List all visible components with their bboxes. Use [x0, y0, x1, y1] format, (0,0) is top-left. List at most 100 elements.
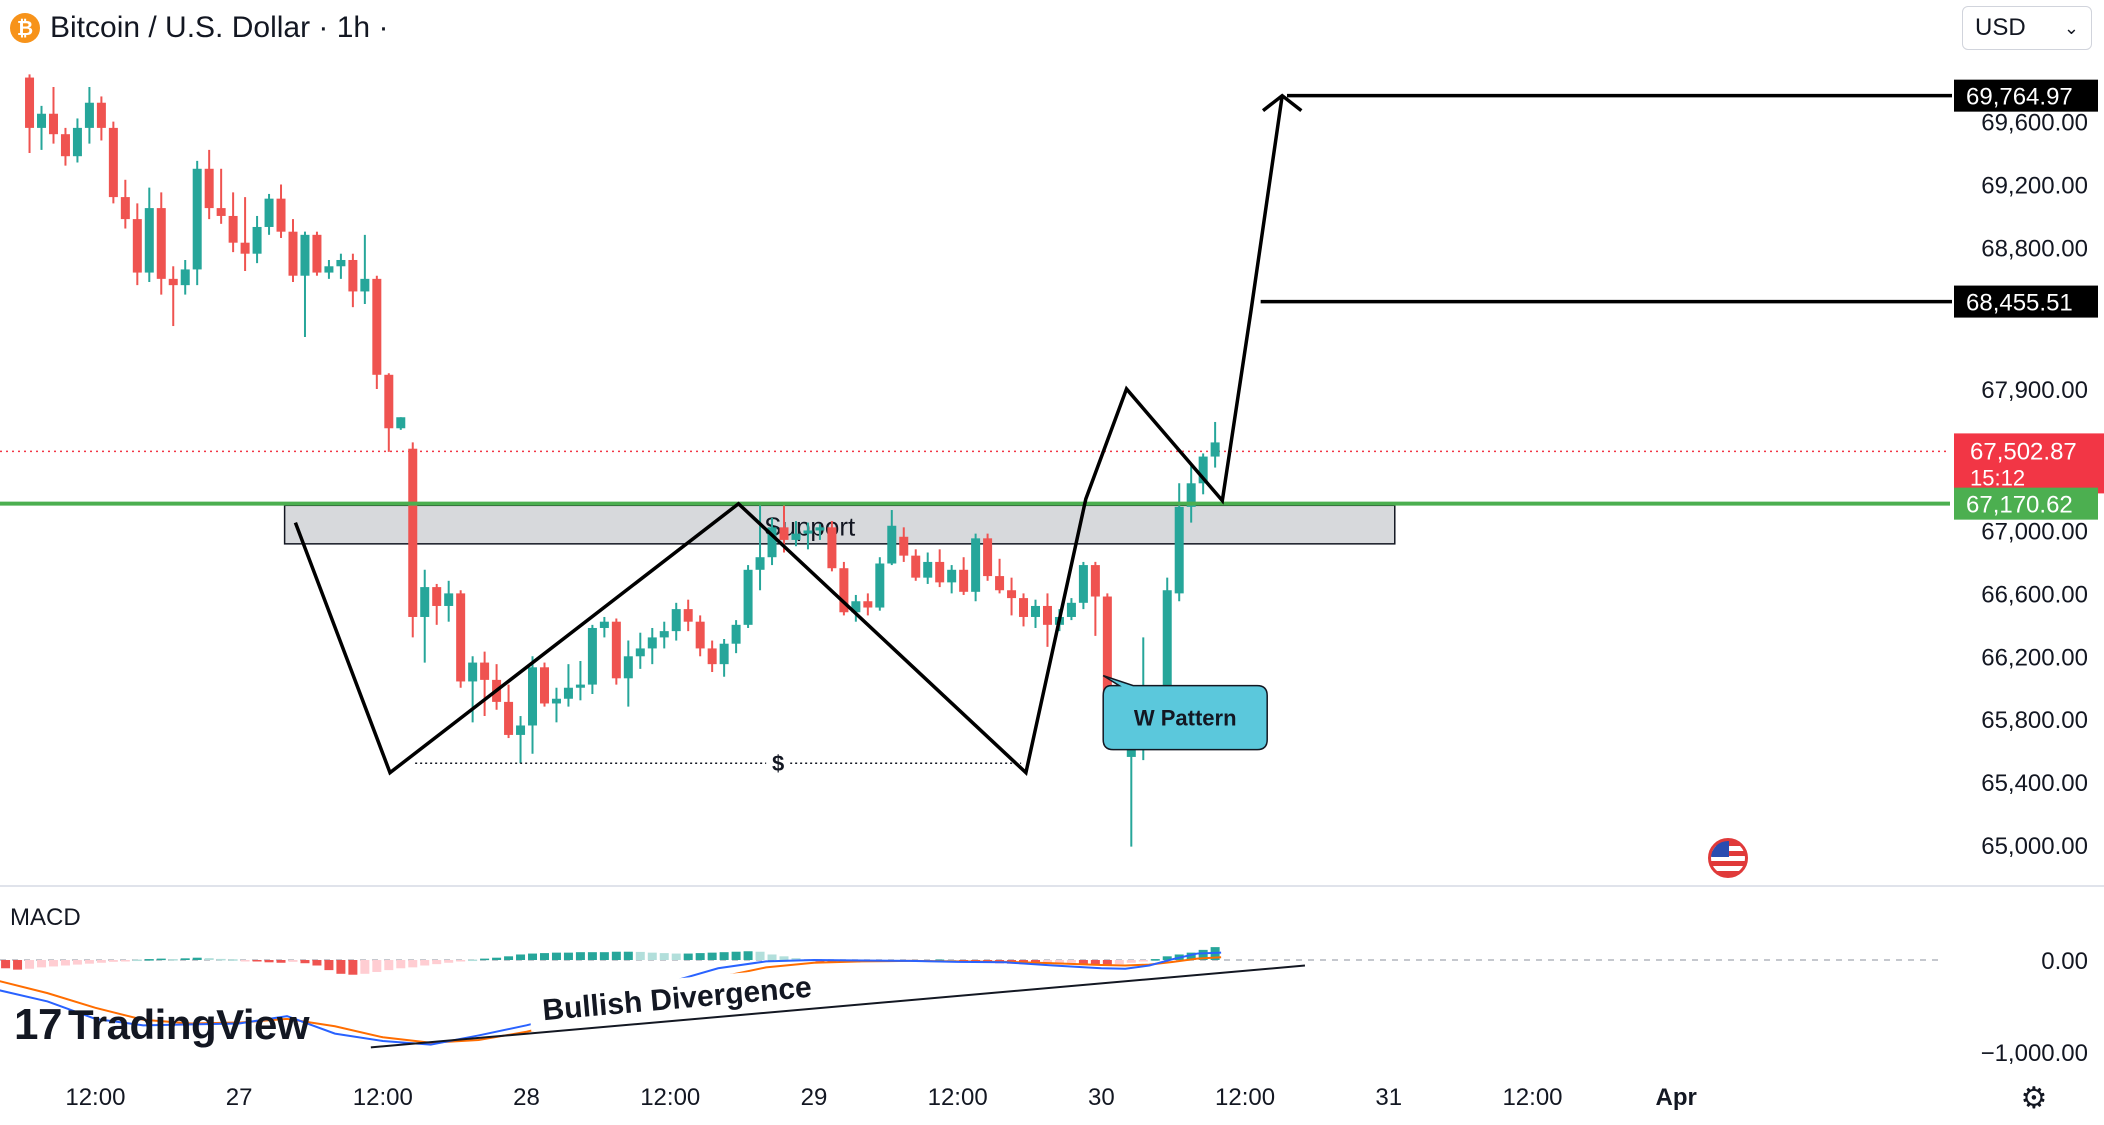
candle-body — [180, 269, 190, 286]
symbol-header[interactable]: ₿ Bitcoin / U.S. Dollar · 1h · — [10, 8, 388, 48]
candle-body — [132, 219, 142, 273]
target-arrow-head — [1261, 93, 1303, 112]
macd-histogram-bar — [336, 960, 346, 974]
last-price-tag — [1954, 433, 2104, 494]
candle-body — [1078, 565, 1088, 603]
candle-body — [971, 538, 981, 592]
macd-histogram-bar — [60, 960, 70, 966]
candle-body — [887, 525, 897, 564]
macd-histogram-bar — [1042, 960, 1052, 964]
candle-body — [312, 234, 322, 273]
bullish-divergence-line[interactable] — [370, 964, 1306, 1049]
macd-histogram-bar — [731, 951, 741, 960]
settings-icon[interactable]: ⚙ — [2020, 1080, 2048, 1116]
candle-body — [264, 198, 274, 227]
macd-histogram-bar — [264, 960, 274, 963]
macd-histogram-bar — [575, 952, 585, 960]
us-flag-icon[interactable] — [1708, 838, 1748, 878]
candle-body — [815, 527, 825, 531]
macd-histogram-bar — [384, 960, 394, 971]
candle-body — [779, 527, 789, 540]
candle-body — [252, 226, 262, 254]
candle-body — [635, 648, 645, 657]
candle-body — [1019, 598, 1029, 617]
bitcoin-icon: ₿ — [10, 13, 40, 43]
macd-histogram-bar — [1054, 960, 1064, 964]
w-pattern-path[interactable] — [293, 95, 1284, 777]
macd-histogram-bar — [372, 960, 382, 972]
candle-body — [659, 631, 669, 638]
time-axis-label: 28 — [513, 1084, 540, 1111]
macd-indicator-label[interactable]: MACD — [10, 904, 81, 931]
candle-body — [599, 621, 609, 628]
price-axis-tick: 69,200.00 — [1981, 173, 2088, 200]
bullish-divergence-label-bg — [527, 965, 827, 1032]
macd-histogram-bar — [599, 952, 609, 960]
candle-body — [671, 609, 681, 632]
candle-body — [1210, 442, 1220, 457]
candle-body — [539, 667, 549, 704]
tradingview-mark-icon: 17 — [14, 1000, 62, 1049]
macd-histogram-bar — [551, 952, 561, 960]
macd-histogram-bar — [1198, 949, 1208, 960]
candle-body — [719, 643, 729, 665]
time-axis-label: 12:00 — [1502, 1084, 1562, 1111]
candle-body — [144, 208, 154, 273]
candle-body — [456, 593, 466, 682]
candle-body — [120, 197, 130, 220]
macd-histogram-bar — [719, 952, 729, 960]
symbol-title: Bitcoin / U.S. Dollar · 1h · — [50, 11, 389, 44]
tradingview-logo[interactable]: 17 TradingView — [14, 1000, 310, 1050]
macd-histogram-bar — [84, 960, 94, 964]
candle-body — [875, 563, 885, 608]
macd-histogram-bar — [1162, 956, 1172, 960]
candle-body — [551, 698, 561, 704]
candle-body — [372, 278, 382, 375]
candle-body — [1102, 596, 1112, 723]
candle-body — [276, 198, 286, 232]
macd-histogram-bar — [1, 960, 11, 969]
candle-body — [611, 621, 621, 679]
macd-histogram-bar — [1138, 960, 1148, 962]
candle-body — [336, 259, 346, 267]
candle-body — [1066, 602, 1076, 617]
candle-body — [37, 113, 47, 128]
macd-histogram-bar — [539, 953, 549, 960]
candle-body — [899, 536, 909, 556]
candle-body — [360, 278, 370, 292]
candle-body — [959, 569, 969, 592]
macd-histogram-bar — [1114, 960, 1124, 965]
macd-axis-tick: −1,000.00 — [1981, 1040, 2088, 1067]
time-axis-label: 12:00 — [353, 1084, 413, 1111]
candle-body — [743, 569, 753, 625]
price-axis-tick: 65,000.00 — [1981, 833, 2088, 860]
macd-histogram-bar — [288, 960, 298, 962]
currency-selector[interactable]: USD ⌄ — [1962, 6, 2092, 50]
candle-body — [516, 725, 526, 735]
w-pattern-callout[interactable] — [1102, 674, 1268, 751]
candle-body — [707, 648, 717, 665]
price-axis-tick: 69,600.00 — [1981, 110, 2088, 137]
macd-histogram-bar — [767, 954, 777, 960]
candle-body — [204, 168, 214, 209]
w-pattern-callout-label: W Pattern — [1134, 706, 1237, 731]
candle-body — [575, 684, 585, 688]
candle-body — [108, 127, 118, 198]
price-axis-tick: 65,800.00 — [1981, 707, 2088, 734]
macd-histogram-bar — [671, 953, 681, 960]
price-axis-tick: 66,600.00 — [1981, 581, 2088, 608]
macd-histogram-bar — [1102, 960, 1112, 966]
macd-histogram-bar — [1078, 960, 1088, 964]
candle-body — [156, 208, 166, 279]
candle-body — [827, 527, 837, 569]
macd-histogram-bar — [25, 960, 35, 969]
macd-histogram-bar — [204, 958, 214, 960]
support-zone-label: Support — [764, 511, 856, 541]
candle-body — [324, 266, 334, 273]
candle-body — [839, 568, 849, 613]
price-axis-tick: 65,400.00 — [1981, 770, 2088, 797]
macd-histogram-bar — [444, 960, 454, 963]
macd-histogram-bar — [779, 956, 789, 960]
candle-body — [396, 417, 406, 429]
